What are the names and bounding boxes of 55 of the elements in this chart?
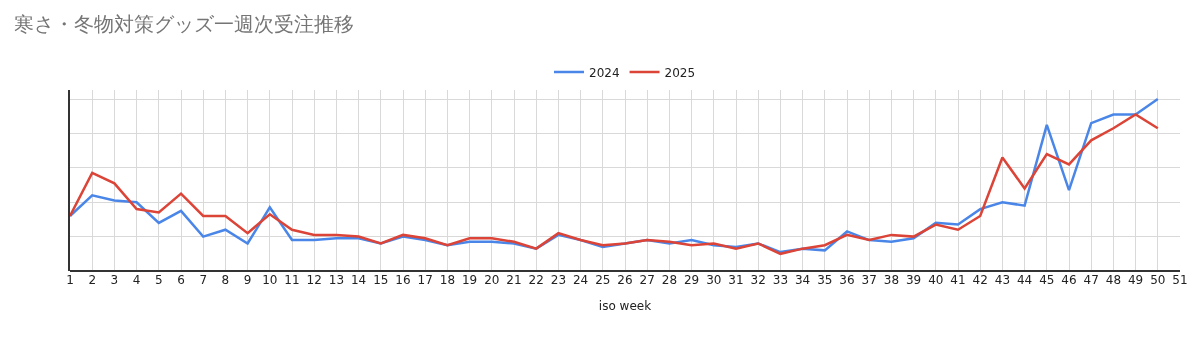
x-tick-label: 12 [306,273,322,287]
x-tick-label: 28 [661,273,678,287]
x-tick-label: 43 [994,273,1011,287]
x-tick-label: 19 [461,273,478,287]
x-tick-label: 18 [439,273,456,287]
x-tick-label: 39 [905,273,922,287]
x-tick-label: 46 [1061,273,1077,287]
x-tick-label: 1 [66,273,74,287]
x-tick-label: 21 [506,273,522,287]
x-tick-label: 3 [110,273,119,287]
x-tick-label: 29 [683,273,700,287]
x-tick-label: 36 [839,273,855,287]
x-tick-label: 48 [1105,273,1122,287]
x-tick-label: 40 [928,273,944,287]
x-tick-label: 15 [373,273,389,287]
chart-title: 寒さ・冬物対策グッズ一週次受注推移 [14,12,355,37]
x-tick-label: 22 [528,273,544,287]
x-tick-label: 31 [728,273,744,287]
x-tick-label: 14 [350,273,367,287]
x-tick-label: 44 [1016,273,1033,287]
x-tick-label: 37 [861,273,877,287]
x-tick-label: 9 [243,273,252,287]
x-tick-label: 33 [772,273,789,287]
x-tick-label: 47 [1083,273,1099,287]
x-tick-label: 50 [1150,273,1166,287]
x-tick-label: 41 [950,273,966,287]
x-tick-label: 35 [817,273,833,287]
x-tick-label: 10 [262,273,278,287]
x-tick-label: 49 [1127,273,1144,287]
x-tick-label: 34 [794,273,811,287]
x-tick-label: 20 [484,273,500,287]
x-tick-label: 8 [221,273,230,287]
x-tick-label: 16 [395,273,411,287]
x-axis-title: iso week [598,298,652,313]
x-tick-label: 13 [328,273,345,287]
x-tick-label: 4 [132,273,141,287]
x-tick-label: 30 [706,273,722,287]
x-tick-label: 6 [177,273,185,287]
x-tick-label: 38 [883,273,900,287]
x-tick-label: 11 [284,273,300,287]
x-tick-label: 42 [972,273,988,287]
x-tick-label: 17 [417,273,433,287]
legend-label: 2024 [589,65,620,80]
x-tick-label: 45 [1039,273,1055,287]
x-tick-label: 25 [595,273,611,287]
x-tick-label: 2 [88,273,97,287]
x-tick-label: 26 [617,273,633,287]
x-tick-label: 5 [154,273,163,287]
x-tick-label: 24 [572,273,589,287]
x-tick-label: 27 [639,273,655,287]
x-tick-label: 32 [750,273,766,287]
x-tick-label: 7 [199,273,208,287]
x-tick-label: 51 [1172,273,1188,287]
legend-label: 2025 [664,65,696,80]
x-tick-label: 23 [550,273,567,287]
